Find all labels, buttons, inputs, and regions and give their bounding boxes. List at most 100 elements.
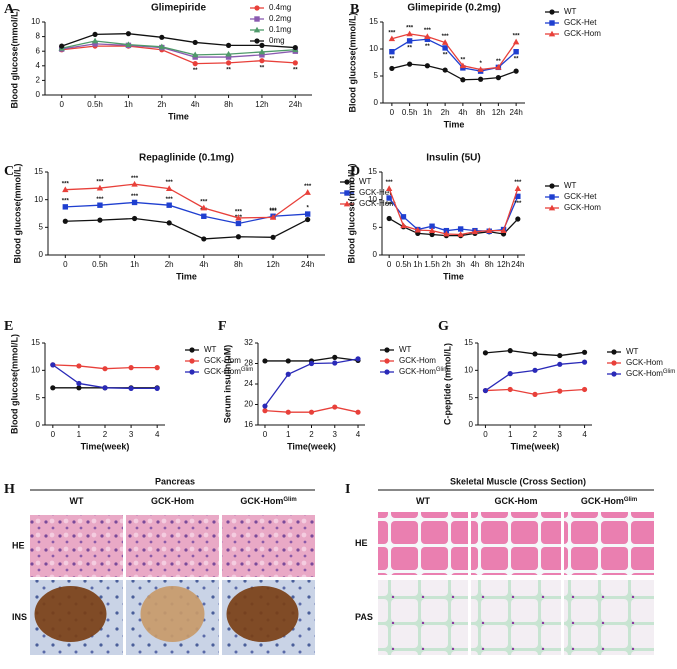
series-line [485,361,585,392]
marker [389,49,395,55]
marker [285,371,291,377]
legend-label-main: WT [359,177,372,186]
marker [159,34,165,40]
legend-marker [189,358,195,364]
x-axis-label: Time(week) [511,441,560,451]
x-tick-label: 12h [497,260,510,269]
x-tick-label: 1h [413,260,422,269]
legend-label-sup: Glim [663,369,675,375]
marker [581,359,588,365]
x-tick-label: 0.5h [87,100,103,109]
marker [443,227,450,234]
significance: *** [166,197,174,203]
marker [495,75,501,81]
legend-label: GCK-Hom [204,356,241,365]
x-tick-label: 2h [442,260,451,269]
significance: *** [514,201,522,207]
significance: *** [424,28,432,34]
marker [200,204,208,211]
marker [482,350,489,356]
x-tick-label: 4 [155,430,160,439]
y-tick-label: 0 [36,90,41,99]
y-tick-label: 5 [39,222,44,231]
marker [507,386,513,393]
marker [225,54,232,60]
marker [285,409,291,415]
marker [102,366,108,372]
legend-label: GCK-Hom [359,199,396,208]
x-tick-label: 2h [165,260,174,269]
significance: *** [386,180,394,186]
column-label: WT [416,496,430,506]
marker [400,214,407,220]
marker [270,234,276,240]
legend-marker [254,16,260,22]
significance: ** [514,56,519,62]
marker [91,37,99,44]
legend-label: GCK-Hom [626,358,663,367]
y-axis-label: Blood glucose(mmol/L) [347,12,357,112]
x-tick-label: 24h [301,260,314,269]
legend-marker [344,179,350,185]
marker [332,404,338,410]
marker [50,385,56,391]
stained-islet [140,586,205,642]
series-line [61,33,296,49]
stained-islet [34,586,107,642]
significance: ** [293,67,298,73]
significance: ** [443,52,448,58]
significance: *** [62,181,70,187]
column-label-main: WT [70,496,84,506]
significance: *** [131,176,139,182]
column-label-main: GCK-Hom [581,496,624,506]
legend-label: GCK-HomGlim [399,367,448,377]
marker [92,41,98,47]
significance: ** [425,44,430,50]
y-tick-label: 8 [36,32,41,41]
legend-marker [343,200,351,207]
legend-label: GCK-Hom [564,29,601,38]
significance: ** [193,68,198,74]
marker [513,49,519,55]
panel-letter: D [350,164,360,179]
column-label-main: GCK-Hom [240,496,283,506]
marker [515,216,521,222]
x-tick-label: 24h [289,100,302,109]
x-tick-label: 4 [582,430,587,439]
legend-marker [254,38,260,44]
x-tick-label: 3 [129,430,134,439]
marker [305,216,311,223]
x-tick-label: 1 [77,430,82,439]
legend-label-sup: Glim [241,367,253,373]
legend-marker [254,5,260,11]
marker [225,42,232,48]
y-tick-label: 0 [373,250,378,259]
x-axis-label: Time [168,111,189,121]
column-label-sup: Glim [624,497,637,503]
x-axis-label: Time(week) [287,441,336,451]
legend-label-main: WT [204,345,217,354]
legend-marker [549,9,555,15]
marker [429,231,435,238]
marker [154,385,160,391]
x-tick-label: 2 [533,430,538,439]
significance: *** [62,198,70,204]
legend-label: GCK-Hom [564,203,601,212]
y-tick-label: 10 [368,195,377,204]
legend-label: GCK-HomGlim [204,367,253,377]
marker [92,31,98,38]
legend-label-main: GCK-Hom [204,367,241,376]
row-label: INS [12,612,27,622]
marker [62,218,68,224]
legend-label-main: WT [564,181,577,190]
legend-label: GCK-Het [564,192,597,201]
y-axis-label: C-peptide (mmol/L) [442,343,452,425]
legend-marker [549,183,555,189]
significance: * [479,61,482,67]
y-tick-label: 0 [469,420,474,429]
marker [400,222,407,229]
legend-label: GCK-HomGlim [626,369,675,379]
legend-label: WT [359,177,372,186]
legend-label-main: GCK-Hom [626,369,663,378]
legend-marker [384,358,390,364]
